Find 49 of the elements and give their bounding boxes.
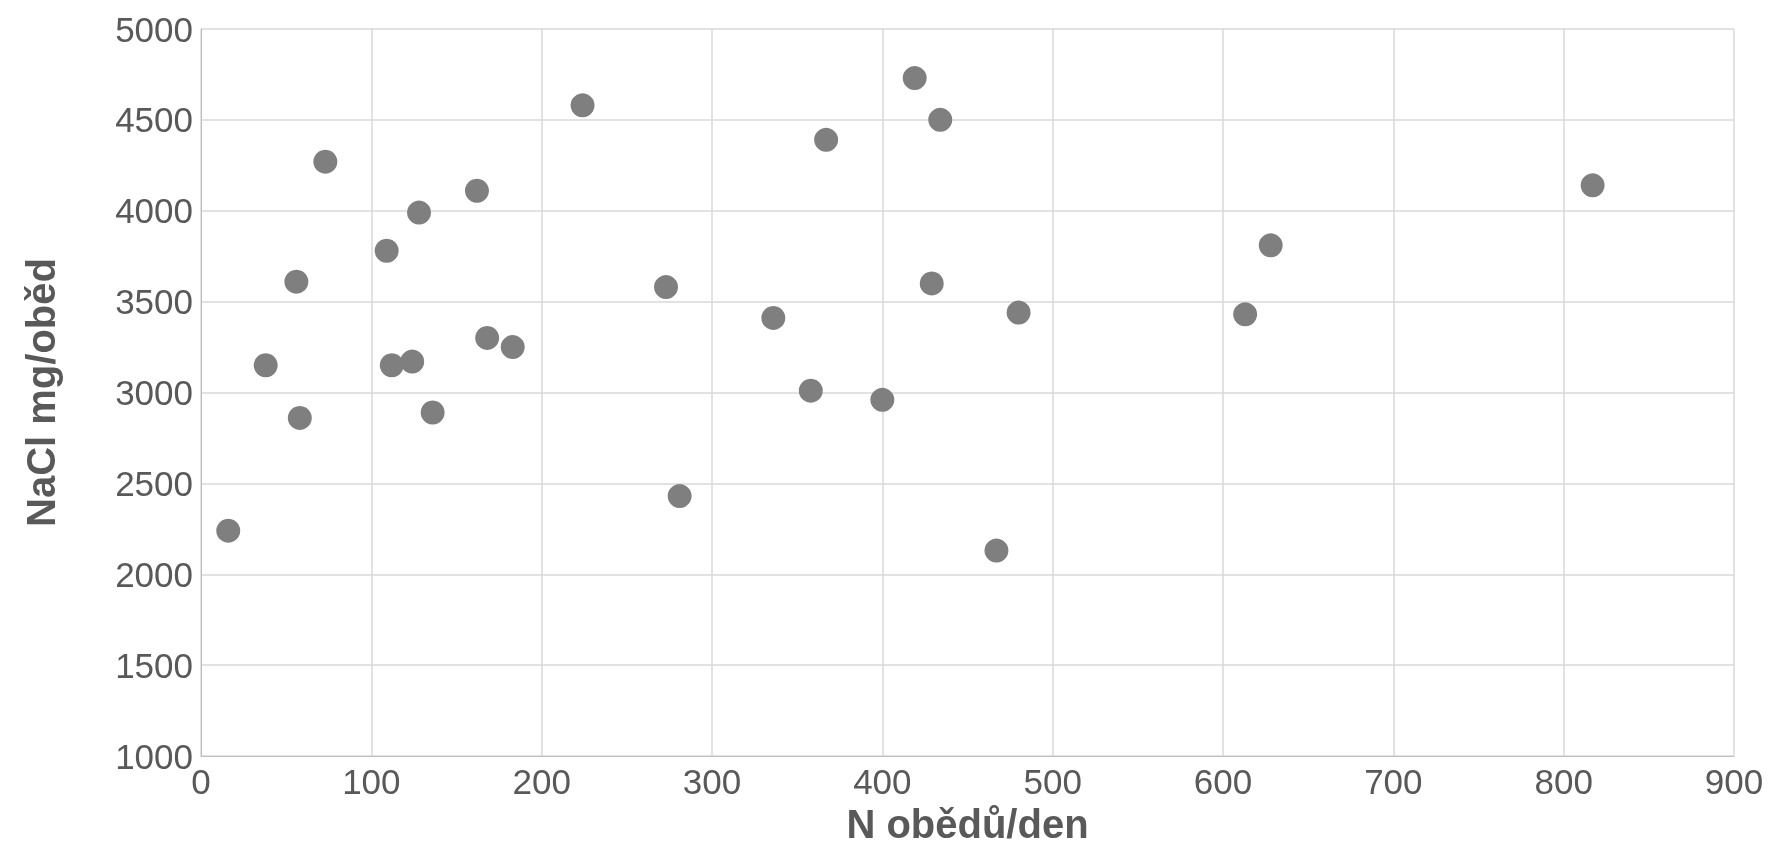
y-tick-label: 2000 <box>115 554 193 594</box>
point <box>919 271 944 296</box>
y-axis-title: NaCl mg/oběd <box>19 258 63 527</box>
x-tick-label: 600 <box>1193 762 1253 801</box>
point <box>420 400 445 425</box>
x-tick-label: 300 <box>682 762 742 801</box>
point <box>1258 233 1283 258</box>
point <box>1006 300 1031 325</box>
x-tick-label: 0 <box>191 762 211 801</box>
point <box>902 66 927 91</box>
y-tick-label: 2500 <box>115 463 193 503</box>
x-tick-label: 900 <box>1704 762 1764 801</box>
point <box>500 335 525 360</box>
y-tick-label: 4500 <box>115 100 193 140</box>
y-tick-label: 5000 <box>115 9 193 49</box>
point <box>570 93 595 118</box>
x-tick-label: 800 <box>1534 762 1593 801</box>
point <box>814 127 839 152</box>
point <box>374 238 399 263</box>
point <box>253 353 278 378</box>
point <box>400 349 425 374</box>
point <box>667 484 692 509</box>
point <box>1580 173 1605 198</box>
y-tick-label: 1000 <box>115 736 193 776</box>
point <box>984 538 1009 563</box>
point <box>654 275 679 300</box>
point <box>761 305 786 330</box>
point <box>870 387 895 412</box>
point <box>287 405 312 430</box>
point <box>284 269 309 294</box>
point <box>464 178 489 203</box>
point <box>928 107 953 132</box>
point <box>407 200 432 225</box>
point <box>313 149 338 174</box>
y-tick-label: 4000 <box>115 191 193 231</box>
x-tick-label: 700 <box>1364 762 1423 801</box>
point <box>379 353 404 378</box>
y-tick-label: 3500 <box>115 282 193 322</box>
point <box>216 518 241 543</box>
x-tick-label: 500 <box>1023 762 1082 801</box>
x-tick-label: 100 <box>342 762 401 801</box>
point <box>475 325 500 350</box>
y-tick-label: 1500 <box>115 645 193 685</box>
x-axis-title: N obědů/den <box>846 802 1089 846</box>
point <box>798 378 823 403</box>
y-tick-label: 3000 <box>115 373 193 412</box>
x-tick-label: 400 <box>853 762 912 801</box>
x-tick-label: 200 <box>512 762 571 801</box>
point <box>1233 302 1258 327</box>
